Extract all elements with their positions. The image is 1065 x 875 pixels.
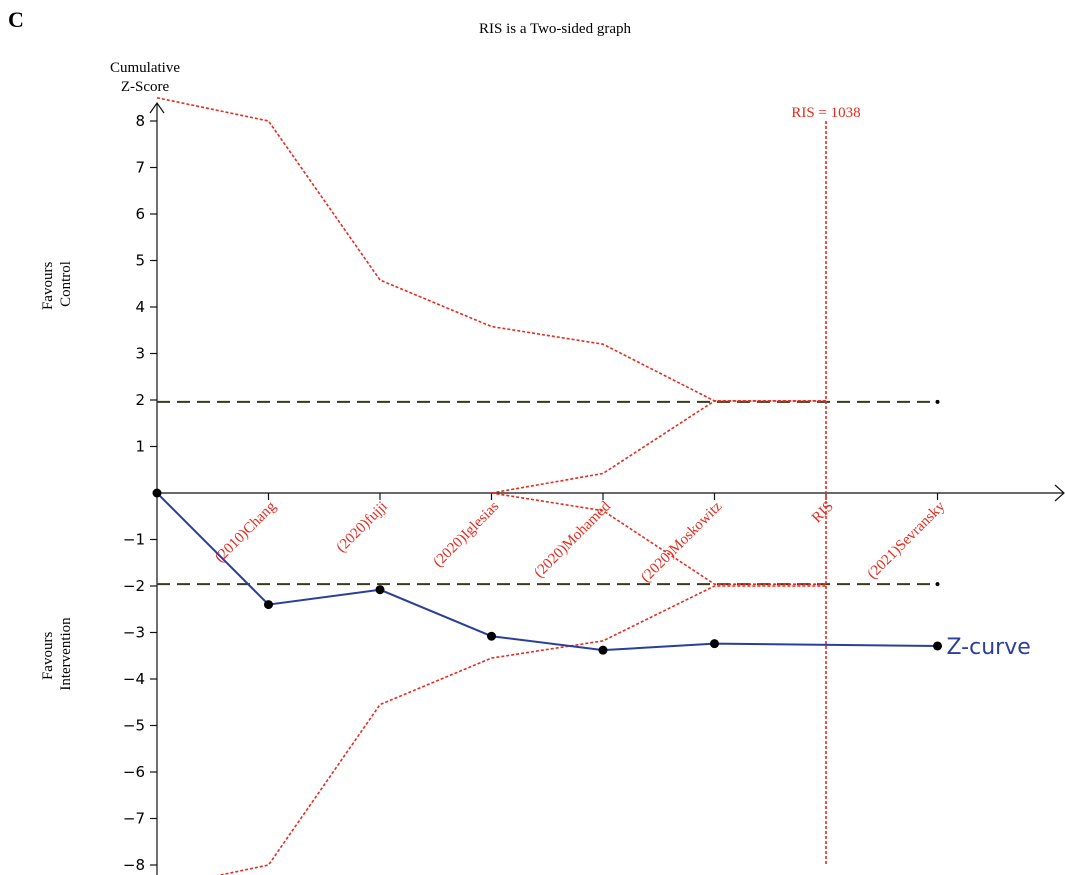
panel-letter: C [8, 7, 24, 32]
z-curve-point [152, 488, 162, 498]
y-tick-label: 3 [135, 345, 145, 363]
y-axis-label-line1: Cumulative [110, 60, 180, 76]
y-tick-label: −3 [123, 624, 145, 642]
z-curve-label: Z-curve [947, 635, 1031, 660]
y-tick-label: 4 [135, 298, 145, 316]
conventional-boundary-end-marker [935, 399, 940, 404]
favours-intervention-line2: Intervention [58, 617, 74, 691]
y-tick-label: 6 [135, 205, 145, 223]
x-tick-label: (2020)fujji [334, 499, 391, 556]
y-axis-label-line2: Z-Score [121, 79, 170, 95]
upper-futility-boundary [491, 400, 826, 494]
x-tick-label: (2021)Sevransky [865, 498, 949, 582]
x-axis-arrow [1054, 484, 1065, 502]
z-curve-point [487, 631, 496, 641]
z-curve-point [710, 639, 719, 649]
y-tick-label: −8 [123, 856, 145, 874]
plot-area: 8 7 6 5 4 3 2 1 −1 −2 −3 −4 −5 −6 −7 −8 RIS = 1038 (2010)… [123, 96, 1065, 875]
y-tick-label: −7 [123, 810, 145, 828]
x-tick-label: (2020)Mohamed [531, 498, 614, 581]
y-tick-label: −6 [123, 763, 145, 781]
conventional-boundary-end-marker [935, 582, 940, 587]
z-curve-point [375, 585, 385, 595]
y-axis-arrow [149, 101, 165, 114]
favours-control-line1: Favours [40, 262, 56, 310]
ris-label: RIS = 1038 [791, 105, 860, 121]
lower-monitoring-boundary [216, 585, 826, 875]
y-tick-label: −2 [123, 577, 145, 595]
x-tick-label: (2010)Chang [212, 498, 280, 566]
chart-title: RIS is a Two-sided graph [479, 21, 631, 37]
y-tick-label: 1 [135, 438, 145, 456]
y-tick-label: 7 [135, 159, 145, 177]
favours-control-label: Favours Control [40, 258, 74, 310]
favours-intervention-line1: Favours [40, 632, 56, 680]
z-curve-point [598, 645, 608, 655]
z-curve-point [933, 641, 942, 651]
y-tick-label: −1 [123, 531, 145, 549]
y-tick-label: −4 [123, 670, 145, 688]
y-tick-label: 5 [135, 252, 145, 270]
upper-monitoring-boundary [156, 96, 826, 402]
y-tick-label: −5 [123, 717, 145, 735]
x-tick-label: (2020)Iglesias [430, 498, 502, 570]
lower-futility-boundary [491, 492, 826, 585]
favours-control-line2: Control [58, 261, 74, 307]
x-tick-label: RIS [809, 499, 837, 527]
favours-intervention-label: Favours Intervention [40, 617, 74, 691]
y-tick-label: 8 [135, 112, 145, 130]
y-tick-label: 2 [135, 391, 145, 409]
z-curve-point [264, 600, 273, 610]
